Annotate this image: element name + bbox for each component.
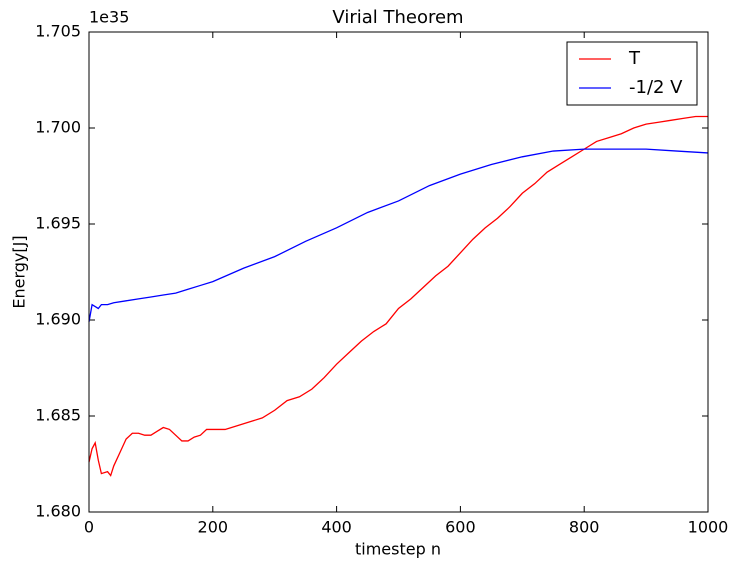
series-line — [88, 115, 708, 477]
x-tick-label: 0 — [84, 518, 94, 537]
x-tick-label: 400 — [321, 518, 352, 537]
chart-title: Virial Theorem — [332, 7, 463, 28]
y-tick-label: 1.695 — [35, 214, 81, 233]
series-line — [88, 148, 709, 323]
plot-frame — [88, 31, 709, 513]
x-tick-label: 600 — [445, 518, 476, 537]
legend-label: T — [628, 48, 641, 69]
x-tick-label: 1000 — [688, 518, 729, 537]
y-axis-label: Energy[J] — [10, 235, 29, 308]
x-tick-label: 200 — [198, 518, 229, 537]
y-tick-label: 1.700 — [35, 118, 81, 137]
y-tick-label: 1.705 — [35, 22, 81, 41]
y-tick-label: 1.690 — [35, 310, 81, 329]
legend-label: -1/2 V — [629, 77, 683, 98]
y-tick-label: 1.685 — [35, 406, 81, 425]
x-axis-label: timestep n — [355, 540, 441, 559]
y-offset-label: 1e35 — [89, 8, 129, 27]
y-tick-label: 1.680 — [35, 502, 81, 521]
x-tick-label: 800 — [569, 518, 600, 537]
legend-box — [566, 41, 698, 106]
